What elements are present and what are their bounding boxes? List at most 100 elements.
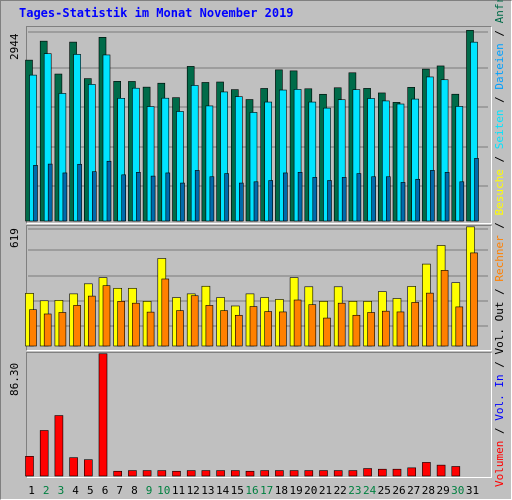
bar-rechner-day27 xyxy=(411,302,420,347)
day-label-4: 4 xyxy=(72,484,79,497)
bar-volumen-day3 xyxy=(54,415,64,477)
legend-separator: / xyxy=(493,149,506,170)
bar-dateien-day18 xyxy=(279,89,287,222)
bar-rechner-day9 xyxy=(146,311,155,347)
day-label-6: 6 xyxy=(101,484,109,497)
bar-seiten-day16 xyxy=(253,181,259,222)
bar-dateien-day19 xyxy=(293,89,302,222)
bar-seiten-day25 xyxy=(385,176,391,222)
bar-seiten-day18 xyxy=(283,172,288,222)
day-label-5: 5 xyxy=(86,484,94,497)
bar-volumen-day7 xyxy=(113,470,122,477)
day-label-1: 1 xyxy=(28,484,35,497)
day-label-18: 18 xyxy=(274,484,289,497)
bar-rechner-day24 xyxy=(367,312,375,347)
bar-volumen-day15 xyxy=(231,470,240,477)
legend: Volumen / Vol. In / Vol. Out / Rechner /… xyxy=(493,0,506,487)
bar-dateien-day13 xyxy=(205,105,214,222)
bar-seiten-day27 xyxy=(415,178,421,222)
legend-item-anfragen: Anfragen xyxy=(493,0,506,23)
bar-dateien-day16 xyxy=(249,112,258,222)
bar-volumen-day20 xyxy=(304,470,314,477)
bar-rechner-day6 xyxy=(102,285,111,347)
day-label-23: 23 xyxy=(348,484,362,497)
bar-volumen-day16 xyxy=(245,470,255,477)
legend-separator: / xyxy=(493,89,506,110)
bar-seiten-day28 xyxy=(430,170,435,222)
bar-volumen-day24 xyxy=(363,468,372,477)
bar-seiten-day24 xyxy=(371,176,376,222)
bar-volumen-day26 xyxy=(392,468,402,477)
day-label-26: 26 xyxy=(392,484,406,497)
bar-seiten-day23 xyxy=(356,173,362,222)
bar-volumen-day4 xyxy=(69,457,78,477)
bar-dateien-day4 xyxy=(73,54,81,222)
bar-seiten-day10 xyxy=(165,172,171,222)
bar-volumen-day19 xyxy=(289,470,299,477)
bar-dateien-day9 xyxy=(146,106,155,222)
day-label-16: 16 xyxy=(245,484,259,497)
bar-volumen-day11 xyxy=(172,470,181,477)
bar-rechner-day21 xyxy=(323,317,331,347)
legend-separator: / xyxy=(493,281,506,302)
legend-item-vol-out: Vol. Out xyxy=(493,301,506,355)
legend-item-besuche: Besuche xyxy=(493,169,506,216)
bar-rechner-day15 xyxy=(235,314,243,347)
bar-volumen-day2 xyxy=(39,430,49,477)
bar-dateien-day27 xyxy=(411,98,420,222)
bar-seiten-day20 xyxy=(312,177,318,222)
day-label-3: 3 xyxy=(57,484,65,497)
day-label-29: 29 xyxy=(436,484,450,497)
bar-rechner-day31 xyxy=(470,252,478,347)
bar-seiten-day26 xyxy=(400,182,406,222)
bar-rechner-day10 xyxy=(161,278,170,347)
bar-seiten-day12 xyxy=(194,170,200,222)
legend-separator: / xyxy=(493,354,506,375)
bar-seiten-day13 xyxy=(209,176,215,222)
bar-volumen-day6 xyxy=(98,353,108,477)
bar-dateien-day30 xyxy=(455,106,464,222)
bar-dateien-day10 xyxy=(161,97,170,222)
bar-rechner-day2 xyxy=(43,313,52,347)
bar-seiten-day7 xyxy=(121,174,126,222)
bar-seiten-day14 xyxy=(224,173,229,222)
bar-rechner-day3 xyxy=(58,312,67,347)
bar-dateien-day12 xyxy=(190,85,199,222)
legend-item-rechner: Rechner xyxy=(493,235,506,282)
bar-dateien-day7 xyxy=(117,98,125,222)
bar-rechner-day25 xyxy=(381,310,390,347)
bar-volumen-day18 xyxy=(275,470,284,477)
bar-volumen-day27 xyxy=(407,467,417,477)
bar-volumen-day28 xyxy=(422,462,431,477)
bar-volumen-day13 xyxy=(201,470,211,477)
bar-volumen-day29 xyxy=(436,464,446,477)
day-label-11: 11 xyxy=(171,484,186,497)
bar-volumen-day14 xyxy=(216,470,225,477)
day-label-20: 20 xyxy=(304,484,318,497)
bar-seiten-day15 xyxy=(239,182,244,222)
bar-seiten-day29 xyxy=(444,172,450,222)
bar-rechner-day7 xyxy=(117,301,125,347)
bar-volumen-day1 xyxy=(25,456,34,477)
bar-dateien-day17 xyxy=(264,101,273,222)
bar-rechner-day13 xyxy=(205,305,214,347)
day-label-28: 28 xyxy=(421,484,436,497)
bar-volumen-day10 xyxy=(157,470,167,477)
bar-dateien-day15 xyxy=(235,96,243,222)
day-label-14: 14 xyxy=(215,484,230,497)
bar-dateien-day6 xyxy=(102,54,111,222)
bar-seiten-day1 xyxy=(33,165,38,222)
day-label-10: 10 xyxy=(157,484,171,497)
bar-rechner-day4 xyxy=(73,305,81,347)
legend-separator: / xyxy=(493,215,506,236)
bar-dateien-day2 xyxy=(43,53,52,222)
bar-rechner-day17 xyxy=(264,311,273,347)
legend-item-volumen: Volumen xyxy=(493,440,506,487)
bar-volumen-day12 xyxy=(186,470,196,477)
bar-seiten-day21 xyxy=(327,180,332,222)
bar-volumen-day9 xyxy=(142,470,152,477)
bar-dateien-day21 xyxy=(323,107,331,222)
bar-rechner-day1 xyxy=(29,309,37,347)
bar-seiten-day11 xyxy=(180,182,185,222)
bar-dateien-day20 xyxy=(308,101,317,222)
